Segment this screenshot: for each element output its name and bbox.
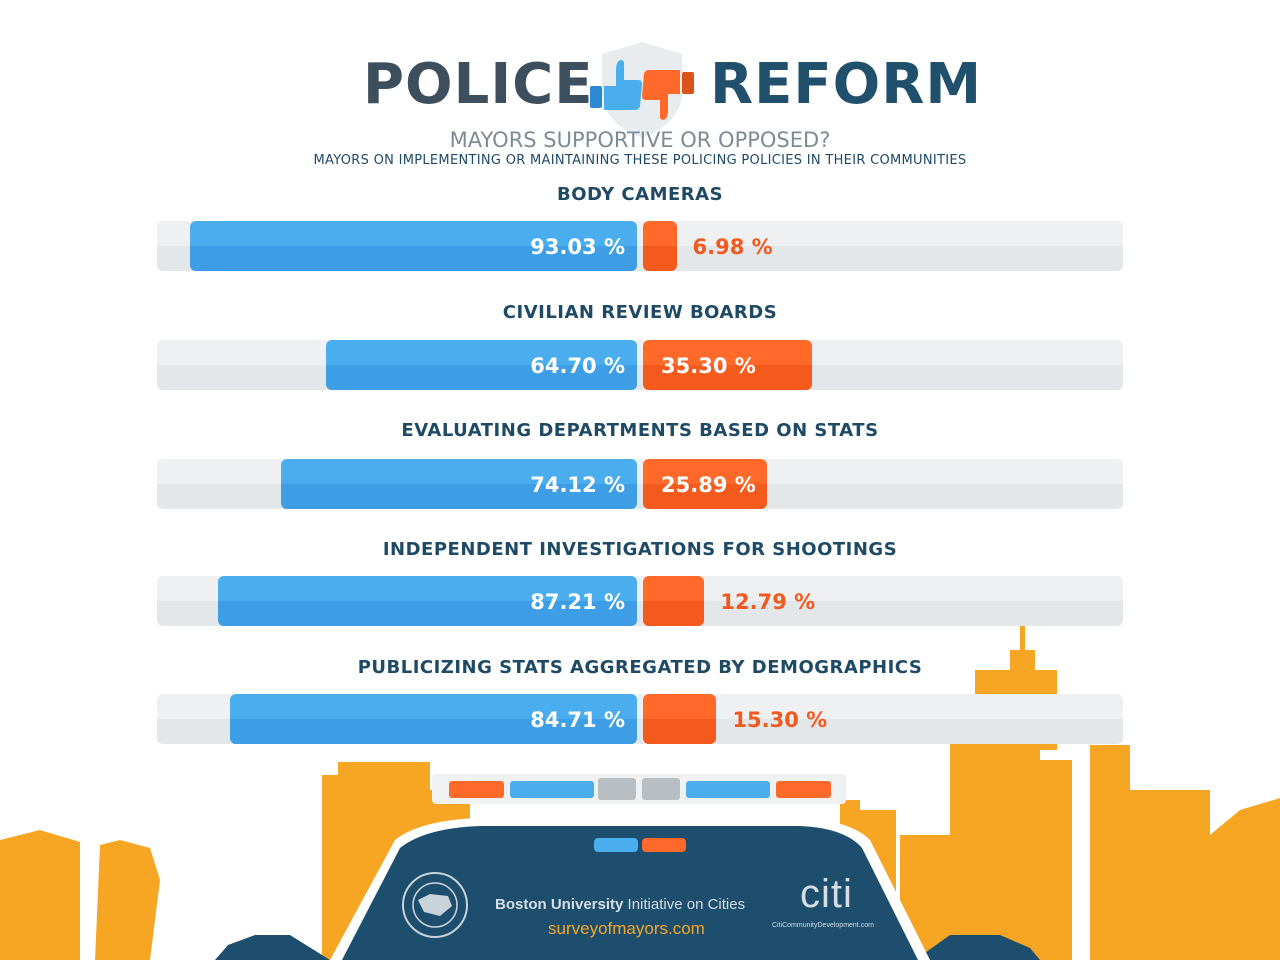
supportive-value-label: 64.70 % bbox=[530, 354, 625, 378]
opposed-bar bbox=[643, 459, 768, 509]
subtitle-detail: MAYORS ON IMPLEMENTING OR MAINTAINING TH… bbox=[313, 153, 967, 168]
title-row: POLICE REFORM bbox=[0, 40, 1280, 138]
supportive-value-label: 93.03 % bbox=[530, 235, 625, 259]
police-car bbox=[215, 774, 1040, 960]
opposed-bar bbox=[643, 340, 813, 390]
org-name-rest: Initiative on Cities bbox=[623, 896, 746, 913]
org-name-bold: Boston University bbox=[495, 896, 624, 913]
thumbs-up-icon bbox=[590, 60, 642, 110]
supportive-bar bbox=[230, 694, 637, 744]
opposed-value-label: 25.89 % bbox=[661, 473, 756, 497]
supportive-bar bbox=[326, 340, 637, 390]
opposed-value-label: 12.79 % bbox=[720, 590, 816, 614]
supportive-value-label: 74.12 % bbox=[530, 473, 625, 497]
bar-track bbox=[157, 340, 1123, 390]
citi-url: CitiCommunityDevelopment.com bbox=[772, 922, 874, 929]
category-label: CIVILIAN REVIEW BOARDS bbox=[502, 302, 778, 323]
us-conference-of-mayors-seal-icon bbox=[402, 872, 468, 938]
category-label: INDEPENDENT INVESTIGATIONS FOR SHOOTINGS bbox=[382, 539, 898, 560]
thumbs-down-icon bbox=[642, 70, 694, 120]
opposed-value-label: 6.98 % bbox=[692, 235, 773, 259]
opposed-bar bbox=[643, 694, 717, 744]
opposed-value-label: 35.30 % bbox=[661, 354, 756, 378]
supportive-bar bbox=[281, 459, 637, 509]
supportive-value-label: 84.71 % bbox=[530, 708, 625, 732]
boston-university-logo: Boston University Initiative on Cities bbox=[495, 896, 745, 913]
emblem bbox=[590, 42, 694, 138]
supportive-bar bbox=[190, 221, 637, 271]
citi-logo: citi bbox=[800, 872, 853, 916]
website-link[interactable]: surveyofmayors.com bbox=[548, 919, 705, 938]
supportive-value-label: 87.21 % bbox=[530, 590, 625, 614]
opposed-value-label: 15.30 % bbox=[732, 708, 828, 732]
category-label: EVALUATING DEPARTMENTS BASED ON STATS bbox=[401, 420, 879, 441]
opposed-bar bbox=[643, 221, 677, 271]
subtitle: MAYORS SUPPORTIVE OR OPPOSED? bbox=[449, 128, 831, 152]
category-label: BODY CAMERAS bbox=[556, 184, 724, 205]
title-left: POLICE bbox=[363, 52, 594, 117]
opposed-bar bbox=[643, 576, 705, 626]
category-label: PUBLICIZING STATS AGGREGATED BY DEMOGRAP… bbox=[357, 657, 923, 678]
supportive-bar bbox=[218, 576, 637, 626]
title-right: REFORM bbox=[710, 52, 983, 117]
